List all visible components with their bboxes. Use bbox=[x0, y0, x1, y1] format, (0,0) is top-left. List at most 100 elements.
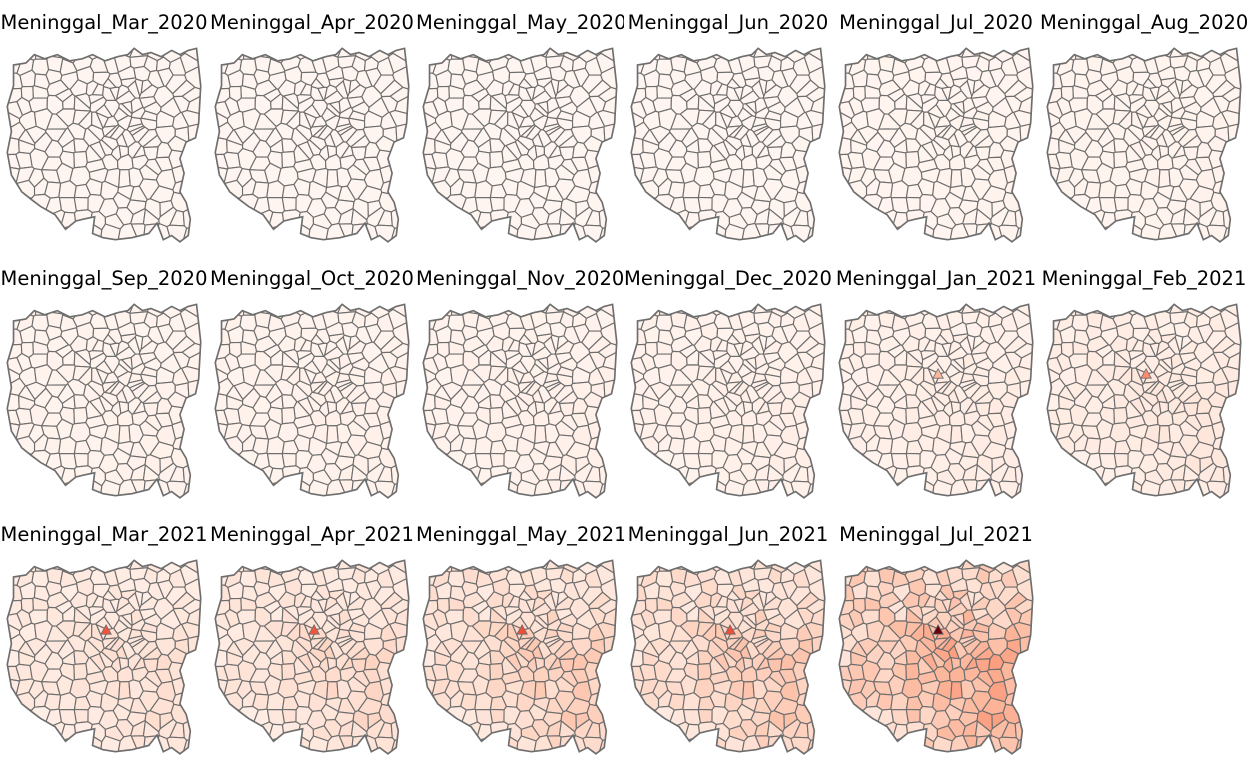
city-outline bbox=[6, 47, 202, 243]
city-outline bbox=[6, 303, 202, 499]
district-region bbox=[697, 452, 713, 468]
district-region bbox=[323, 84, 339, 101]
district-region bbox=[58, 436, 77, 455]
district-region bbox=[349, 222, 369, 242]
district-region bbox=[287, 560, 311, 573]
district-region bbox=[266, 436, 285, 455]
city-outline bbox=[630, 303, 826, 499]
district-region bbox=[806, 208, 825, 230]
district-region bbox=[171, 163, 190, 184]
district-region bbox=[486, 48, 504, 59]
district-region bbox=[348, 591, 361, 607]
choropleth-map bbox=[422, 47, 618, 243]
district-region bbox=[246, 738, 278, 754]
district-region bbox=[950, 425, 963, 445]
district-region bbox=[557, 478, 577, 498]
district-region bbox=[809, 663, 825, 683]
district-region bbox=[808, 162, 825, 185]
district-region bbox=[215, 560, 234, 573]
district-region bbox=[504, 606, 521, 617]
district-region bbox=[601, 407, 617, 427]
district-region bbox=[388, 109, 409, 128]
district-region bbox=[902, 560, 920, 571]
district-region bbox=[184, 674, 201, 697]
district-region bbox=[326, 169, 339, 189]
district-region bbox=[1012, 109, 1033, 128]
district-region bbox=[88, 350, 105, 361]
district-region bbox=[1113, 150, 1128, 169]
district-region bbox=[839, 455, 852, 475]
city-outline bbox=[838, 47, 1034, 243]
district-region bbox=[806, 464, 825, 486]
district-region bbox=[600, 162, 617, 185]
district-region bbox=[848, 48, 869, 61]
district-region bbox=[697, 150, 712, 169]
district-region bbox=[7, 199, 20, 219]
district-region bbox=[59, 223, 80, 242]
district-region bbox=[16, 48, 37, 61]
district-region bbox=[808, 418, 825, 441]
district-region bbox=[307, 223, 329, 242]
district-region bbox=[652, 465, 674, 484]
district-region bbox=[636, 465, 657, 483]
district-region bbox=[220, 721, 241, 739]
district-region bbox=[215, 209, 227, 240]
district-region bbox=[7, 455, 20, 475]
district-region bbox=[905, 708, 921, 724]
district-region bbox=[1220, 109, 1241, 128]
city-outline bbox=[630, 559, 826, 755]
map-panel: Meninggal_Jul_2020 bbox=[832, 0, 1040, 256]
district-region bbox=[171, 419, 190, 440]
district-region bbox=[376, 149, 395, 170]
district-region bbox=[694, 304, 712, 315]
district-region bbox=[423, 225, 440, 242]
district-region bbox=[215, 48, 234, 61]
district-region bbox=[911, 48, 935, 61]
district-region bbox=[323, 596, 339, 613]
panel-title: Meninggal_Feb_2021 bbox=[1041, 267, 1247, 290]
district-region bbox=[296, 350, 313, 361]
district-region bbox=[1014, 182, 1033, 201]
district-region bbox=[182, 438, 201, 457]
map-panel: Meninggal_Apr_2020 bbox=[208, 0, 416, 256]
district-region bbox=[911, 560, 935, 573]
district-region bbox=[697, 196, 713, 212]
panel-title: Meninggal_May_2020 bbox=[416, 11, 624, 34]
district-region bbox=[534, 425, 547, 445]
district-region bbox=[598, 208, 617, 230]
district-region bbox=[434, 224, 457, 242]
map-panel: Meninggal_May_2020 bbox=[416, 0, 624, 256]
district-region bbox=[388, 621, 409, 640]
district-region bbox=[7, 304, 26, 317]
choropleth-map bbox=[630, 47, 826, 243]
city-outline bbox=[838, 303, 1034, 499]
district-region bbox=[489, 196, 505, 212]
district-region bbox=[973, 478, 993, 498]
panel-title: Meninggal_Jul_2020 bbox=[839, 11, 1033, 34]
district-region bbox=[79, 560, 103, 573]
district-region bbox=[640, 48, 661, 61]
hotspot-district bbox=[932, 367, 944, 379]
district-region bbox=[495, 48, 519, 61]
district-region bbox=[811, 445, 825, 474]
district-region bbox=[1208, 405, 1227, 426]
district-region bbox=[392, 674, 409, 697]
district-region bbox=[495, 304, 519, 317]
district-region bbox=[811, 701, 825, 730]
district-region bbox=[307, 735, 329, 754]
district-region bbox=[662, 482, 694, 498]
district-region bbox=[182, 694, 201, 713]
district-region bbox=[215, 721, 227, 752]
panel-title: Meninggal_Nov_2020 bbox=[416, 267, 624, 290]
district-region bbox=[1078, 226, 1110, 242]
map-panel: Meninggal_Jun_2020 bbox=[624, 0, 832, 256]
district-region bbox=[1003, 163, 1022, 184]
city-outline bbox=[422, 559, 618, 755]
map-panel: Meninggal_Dec_2020 bbox=[624, 256, 832, 512]
district-region bbox=[423, 199, 436, 219]
district-region bbox=[182, 208, 201, 230]
district-region bbox=[215, 304, 234, 317]
district-region bbox=[850, 224, 873, 242]
district-region bbox=[115, 84, 131, 101]
district-region bbox=[1016, 418, 1033, 441]
